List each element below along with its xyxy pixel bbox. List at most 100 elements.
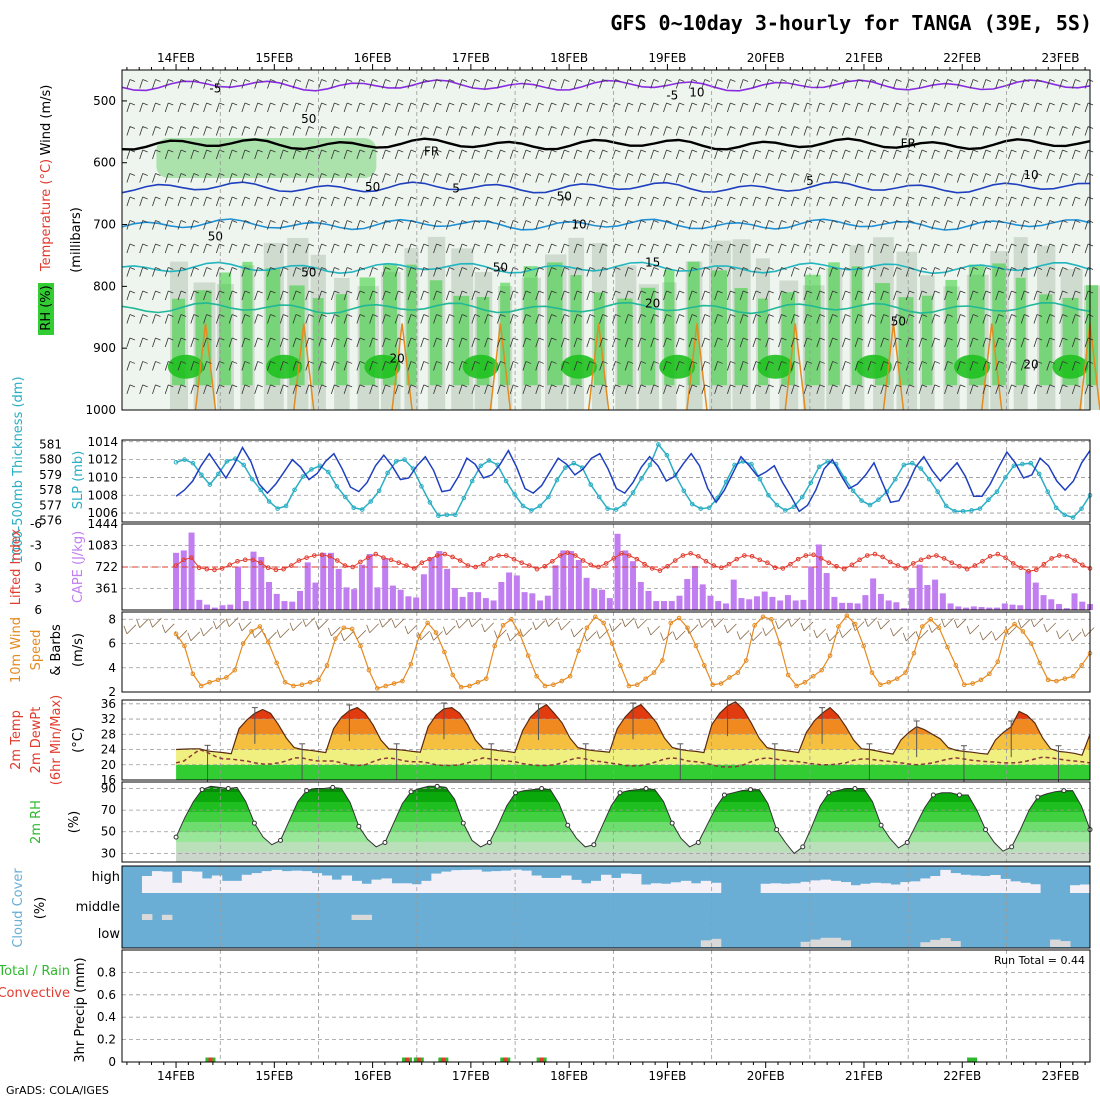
lifted-index-point	[265, 565, 271, 571]
precip-convective-bar	[539, 1057, 544, 1062]
cape-tick-label: 722	[95, 560, 118, 574]
wind-barb	[152, 126, 161, 136]
surface-wind-barb	[468, 617, 482, 628]
wind-barb	[688, 243, 698, 254]
wind-barb	[420, 337, 429, 348]
contour-label: 50	[301, 112, 316, 126]
surface-wind-barb	[1043, 622, 1057, 633]
lifted-index-point	[811, 552, 816, 558]
wind-barb	[663, 126, 672, 136]
lifted-index-point	[457, 558, 463, 563]
cape-bar	[552, 565, 559, 610]
chart-title: GFS 0~10day 3-hourly for TANGA (39E, 5S)	[610, 11, 1092, 35]
slp-tick-label: 1010	[87, 470, 118, 484]
wind-barb	[471, 384, 481, 395]
wind-barb	[739, 196, 749, 207]
rh-line	[175, 785, 1091, 855]
surface-wind-barb	[161, 623, 175, 634]
freezing-level-contour	[121, 137, 1091, 151]
wind-barb	[497, 220, 506, 230]
lifted-index-point	[1056, 553, 1062, 558]
cloud-high-bar	[640, 884, 652, 893]
wind-barb	[1020, 267, 1030, 277]
wind-barb	[292, 290, 302, 301]
wind-barb	[254, 337, 263, 348]
slp-point	[791, 504, 797, 510]
wind-barb	[1046, 126, 1055, 136]
lifted-index-point	[603, 561, 609, 566]
wind-barb	[343, 220, 353, 230]
cape-bar	[420, 574, 427, 610]
wind-barb	[778, 173, 787, 183]
wind-barb	[624, 220, 634, 230]
rh-point	[1061, 788, 1067, 794]
wind-barb	[663, 173, 672, 183]
rh-band	[176, 842, 1090, 852]
surface-wind-barb	[890, 626, 903, 637]
wind-barb	[969, 290, 979, 301]
wind-barb	[356, 79, 366, 89]
temp-contour-25	[882, 323, 905, 411]
wind-barb	[548, 384, 557, 395]
slp-point	[554, 477, 560, 483]
thickness-tick-label: 581	[39, 438, 62, 452]
lifted-index-point	[657, 568, 663, 573]
wind-barb	[548, 220, 557, 230]
wind-barb	[612, 384, 621, 395]
wind-barb	[560, 384, 570, 395]
rh-point	[800, 844, 806, 850]
lifted-index-point	[665, 563, 670, 569]
wind-barb	[215, 314, 225, 324]
wind-barb	[663, 361, 672, 371]
pressure-tick-label: 600	[93, 156, 116, 170]
wind-barb	[969, 314, 979, 324]
wind-barb	[829, 267, 838, 277]
cape-bar	[769, 596, 776, 610]
wind-barb	[918, 337, 928, 348]
lifted-index-point	[696, 553, 701, 559]
wind-speed-point	[475, 680, 481, 685]
cloud-high-bar	[281, 871, 293, 893]
wind-barb	[944, 314, 953, 324]
wind-barb	[484, 126, 493, 136]
wind-barb	[152, 79, 161, 89]
cape-bar	[622, 550, 629, 610]
contour-label: 50	[365, 180, 380, 194]
wind-barb	[394, 314, 404, 324]
wind-barb	[612, 173, 621, 183]
wind-barb	[471, 126, 481, 136]
cloud-high-bar	[311, 873, 323, 893]
top-date-label: 19FEB	[648, 51, 686, 65]
surface-wind-barb	[327, 626, 341, 637]
wind-barb	[1020, 126, 1030, 136]
wind-barb	[548, 126, 557, 136]
cape-bar	[599, 589, 606, 610]
cloud-high-bar	[760, 883, 772, 893]
wind-barb	[330, 173, 340, 183]
wind-barb	[382, 314, 391, 324]
slp-point	[292, 487, 297, 493]
contour-label: 50	[557, 189, 572, 203]
slp-point	[901, 462, 907, 468]
cape-bar	[1017, 605, 1024, 610]
cloud-high-bar	[471, 869, 482, 893]
wind-barb	[778, 361, 787, 371]
wind-barb	[726, 384, 736, 395]
cloud-high-bar	[451, 870, 462, 893]
wind-barb	[867, 267, 877, 277]
temp-band	[176, 734, 1090, 750]
wind-barb	[663, 79, 672, 89]
wind-barb	[956, 314, 966, 324]
temp-band	[176, 749, 1090, 765]
cape-bar	[808, 566, 815, 610]
wind-barb	[126, 126, 136, 136]
wind-barb	[1020, 314, 1030, 324]
wind-barb	[279, 149, 289, 160]
wind-barb	[190, 102, 199, 113]
wind-barb	[292, 267, 302, 277]
lifted-index-point	[964, 566, 970, 572]
wind-barb	[254, 267, 263, 277]
surface-wind-barb	[340, 631, 354, 642]
